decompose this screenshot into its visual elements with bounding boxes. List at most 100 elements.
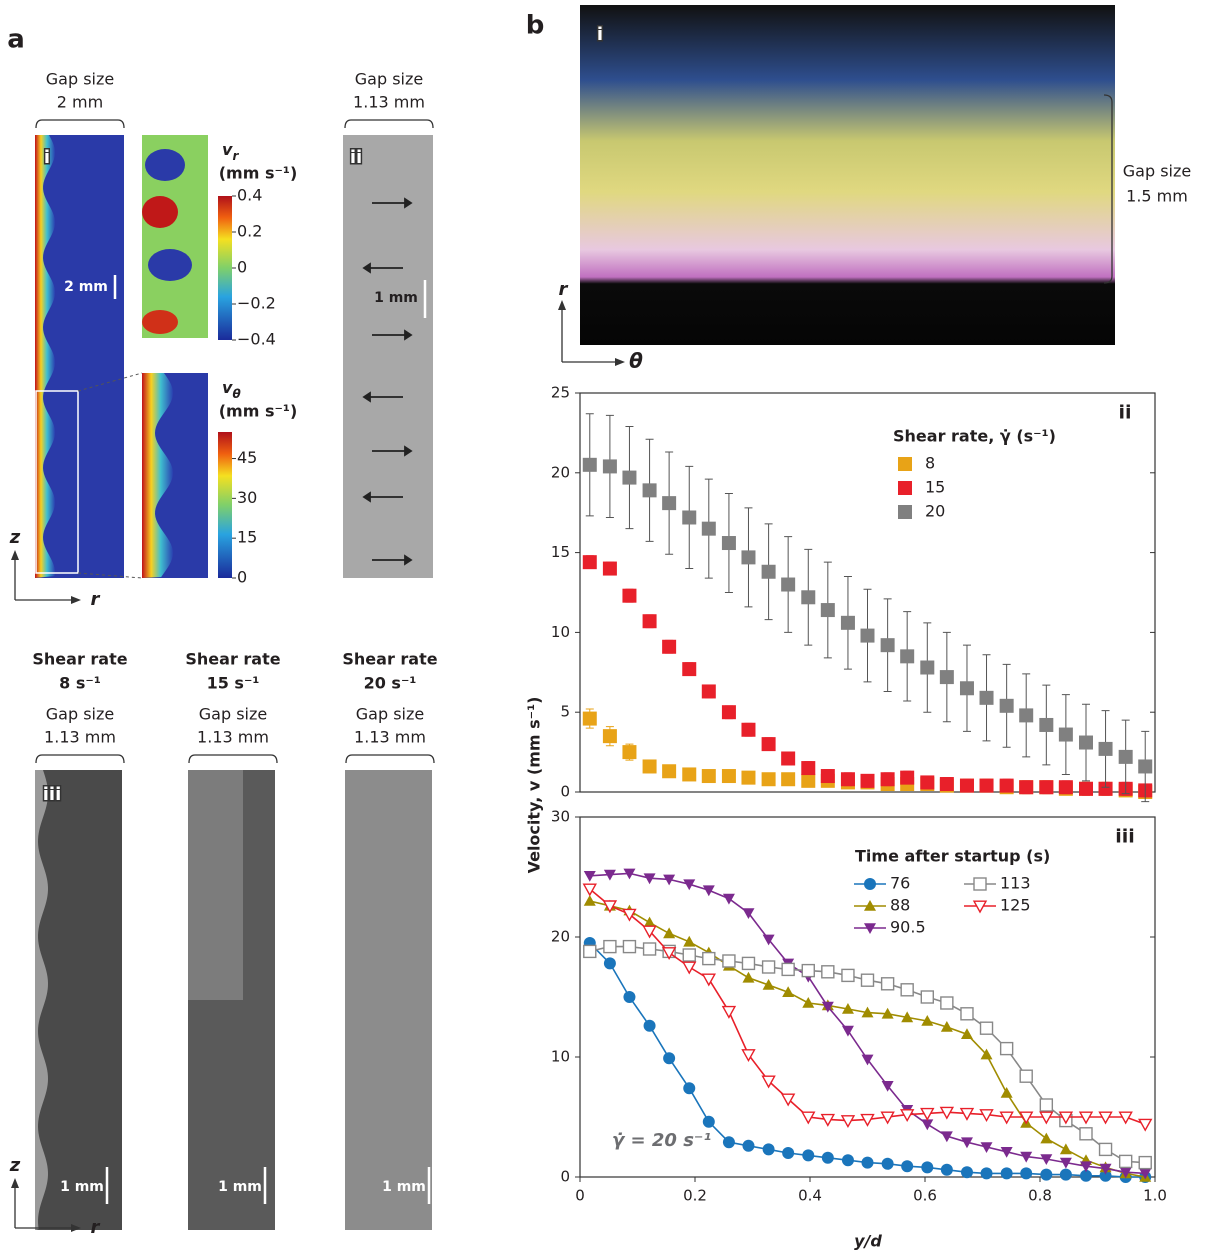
legend-title: Shear rate, γ̇ (s⁻¹) xyxy=(893,427,1056,446)
marker xyxy=(1100,1143,1112,1155)
marker xyxy=(802,997,814,1008)
marker xyxy=(703,1116,715,1128)
marker xyxy=(643,614,657,628)
y-tick-label: 5 xyxy=(560,703,570,721)
y-axis-label: Velocity, v (mm s⁻¹) xyxy=(525,697,544,874)
marker xyxy=(961,1166,973,1178)
gap-heading: Gap size xyxy=(1123,162,1191,181)
colorbar xyxy=(218,196,232,340)
marker xyxy=(901,1160,913,1172)
marker xyxy=(961,1008,973,1020)
marker xyxy=(703,953,715,965)
heading: Shear rate xyxy=(342,650,437,669)
marker xyxy=(802,1149,814,1161)
gap-bracket xyxy=(189,755,277,763)
marker xyxy=(862,1157,874,1169)
marker xyxy=(862,974,874,986)
marker xyxy=(762,737,776,751)
marker xyxy=(1001,1087,1013,1098)
marker xyxy=(1039,718,1053,732)
marker xyxy=(741,771,755,785)
colorbar-tick-label: 45 xyxy=(237,448,257,467)
marker xyxy=(882,978,894,990)
tag: iii xyxy=(43,784,62,805)
marker xyxy=(762,565,776,579)
marker xyxy=(940,670,954,684)
marker xyxy=(961,1028,973,1039)
marker xyxy=(821,603,835,617)
marker xyxy=(722,705,736,719)
image xyxy=(35,770,122,1230)
marker xyxy=(1119,750,1133,764)
gap-size: 1.13 mm xyxy=(44,728,116,747)
marker xyxy=(1000,779,1014,793)
marker xyxy=(782,1147,794,1159)
y-tick-label: 20 xyxy=(551,928,570,946)
marker xyxy=(841,772,855,786)
y-tick-label: 30 xyxy=(551,808,570,826)
marker xyxy=(1080,1128,1092,1140)
symbol: v xyxy=(222,140,233,159)
x-tick-label: 0.4 xyxy=(798,1187,822,1205)
marker xyxy=(960,681,974,695)
x-tick-label: 0 xyxy=(575,1187,585,1205)
marker xyxy=(623,941,635,953)
marker xyxy=(881,772,895,786)
colorbar-title: vθ xyxy=(222,378,241,401)
marker xyxy=(1120,1155,1132,1167)
gap-heading: Gap size xyxy=(355,70,423,89)
marker xyxy=(603,459,617,473)
marker xyxy=(1059,728,1073,742)
scale-label: 1 mm xyxy=(374,290,418,306)
axis-label: θ xyxy=(629,349,643,373)
legend-marker xyxy=(898,505,912,519)
schlieren-image xyxy=(343,135,433,578)
marker xyxy=(604,941,616,953)
image-region xyxy=(188,770,243,1000)
legend-label: 8 xyxy=(925,454,935,473)
marker xyxy=(981,1167,993,1179)
gap-size: 1.13 mm xyxy=(353,93,425,112)
marker xyxy=(604,957,616,969)
legend-label: 90.5 xyxy=(890,918,926,937)
marker xyxy=(722,769,736,783)
marker xyxy=(682,510,696,524)
marker xyxy=(622,589,636,603)
legend-marker xyxy=(898,457,912,471)
x-tick-label: 0.6 xyxy=(913,1187,937,1205)
marker xyxy=(1060,1143,1072,1154)
legend-label: 125 xyxy=(1000,896,1031,915)
marker xyxy=(723,894,735,905)
marker xyxy=(960,779,974,793)
marker xyxy=(584,895,596,906)
marker xyxy=(584,871,596,882)
axis-label: r xyxy=(559,279,569,300)
tag: ii xyxy=(350,147,362,168)
marker xyxy=(682,767,696,781)
marker xyxy=(781,751,795,765)
marker xyxy=(1000,699,1014,713)
marker xyxy=(603,729,617,743)
marker xyxy=(980,779,994,793)
marker xyxy=(861,774,875,788)
marker xyxy=(1139,1157,1151,1169)
marker xyxy=(1079,736,1093,750)
y-tick-label: 0 xyxy=(560,1168,570,1186)
heading: Shear rate xyxy=(185,650,280,669)
marker xyxy=(1019,780,1033,794)
marker xyxy=(801,761,815,775)
annotation: γ̇ = 20 s⁻¹ xyxy=(612,1130,711,1151)
tag: i xyxy=(597,24,603,45)
scale-label: 1 mm xyxy=(60,1179,104,1195)
marker xyxy=(663,927,675,938)
marker xyxy=(583,555,597,569)
marker xyxy=(742,972,754,983)
marker xyxy=(822,1152,834,1164)
marker xyxy=(1079,782,1093,796)
marker xyxy=(801,774,815,788)
marker xyxy=(900,771,914,785)
marker xyxy=(981,1022,993,1034)
marker xyxy=(882,1158,894,1170)
tag: i xyxy=(44,147,50,168)
marker xyxy=(702,769,716,783)
